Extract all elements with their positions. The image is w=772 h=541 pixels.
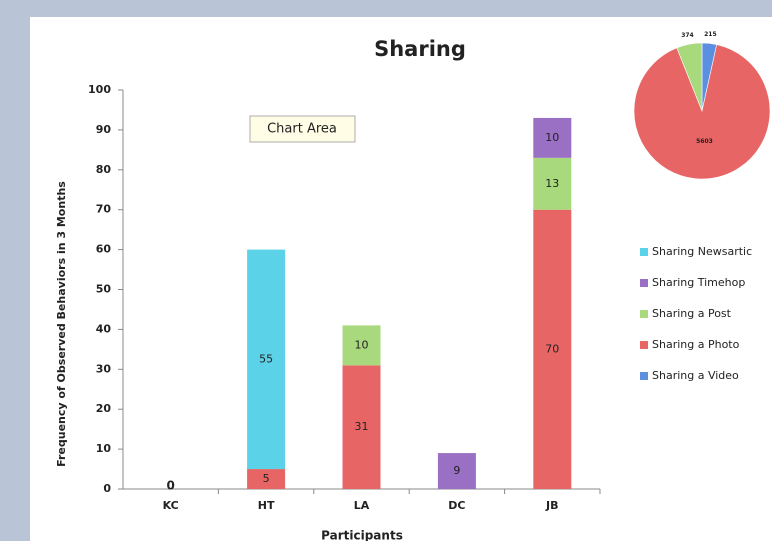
legend-swatch: [640, 341, 648, 349]
bar-segment: [247, 469, 286, 489]
y-tick-label: 30: [96, 362, 112, 375]
y-tick-label: 20: [96, 402, 112, 415]
bar-segment: [533, 117, 572, 158]
pie-label: 374: [681, 32, 694, 39]
tooltip-box: [249, 115, 356, 143]
bar-segment: [342, 325, 381, 366]
x-axis-label: Participants: [321, 529, 403, 541]
data-label: 55: [259, 352, 273, 365]
data-label: 31: [355, 420, 369, 433]
legend-label: Sharing Newsartic: [652, 245, 752, 258]
bar-segment: [437, 453, 476, 489]
legend-swatch: [640, 372, 648, 380]
data-label: 13: [545, 177, 559, 190]
legend-swatch: [640, 310, 648, 318]
pie-slice: [633, 44, 771, 180]
legend-label: Sharing a Video: [652, 369, 739, 382]
data-label: 5: [263, 472, 270, 485]
bar-segment: [533, 157, 572, 210]
data-label: 70: [545, 342, 559, 355]
y-tick-label: 60: [96, 243, 112, 256]
x-tick-label: HT: [258, 499, 275, 512]
legend-label: Sharing Timehop: [652, 276, 745, 289]
bar-segment: [342, 365, 381, 489]
y-tick-label: 0: [103, 482, 111, 495]
y-axis-label: Frequency of Observed Behaviors in 3 Mon…: [55, 181, 68, 467]
y-tick-label: 10: [96, 442, 112, 455]
pie-slice: [676, 42, 703, 112]
bar-segment: [533, 209, 572, 489]
y-tick-label: 70: [96, 203, 112, 216]
data-label: 10: [545, 131, 559, 144]
y-tick-label: 50: [96, 283, 112, 296]
pie-label: 215: [704, 31, 717, 38]
y-tick-label: 40: [96, 322, 112, 335]
x-tick-label: KC: [163, 499, 179, 512]
legend-label: Sharing a Post: [652, 307, 732, 320]
legend-label: Sharing a Photo: [652, 338, 740, 351]
x-tick-label: JB: [545, 499, 558, 512]
y-tick-label: 80: [96, 163, 112, 176]
legend-swatch: [640, 248, 648, 256]
chart-title: Sharing: [374, 37, 466, 61]
x-tick-label: DC: [448, 499, 465, 512]
data-label: 10: [355, 338, 369, 351]
data-label: 9: [453, 464, 460, 477]
data-label: 0: [167, 479, 175, 493]
legend-swatch: [640, 279, 648, 287]
y-tick-label: 100: [88, 83, 111, 96]
y-tick-label: 90: [96, 123, 112, 136]
pie-label: 5603: [696, 138, 713, 145]
tooltip: Chart Area: [267, 122, 337, 137]
plot: 0102030405060708090100KC0HT555LA3110DC9J…: [88, 31, 771, 512]
x-tick-label: LA: [354, 499, 370, 512]
bar-segment: [247, 249, 286, 470]
